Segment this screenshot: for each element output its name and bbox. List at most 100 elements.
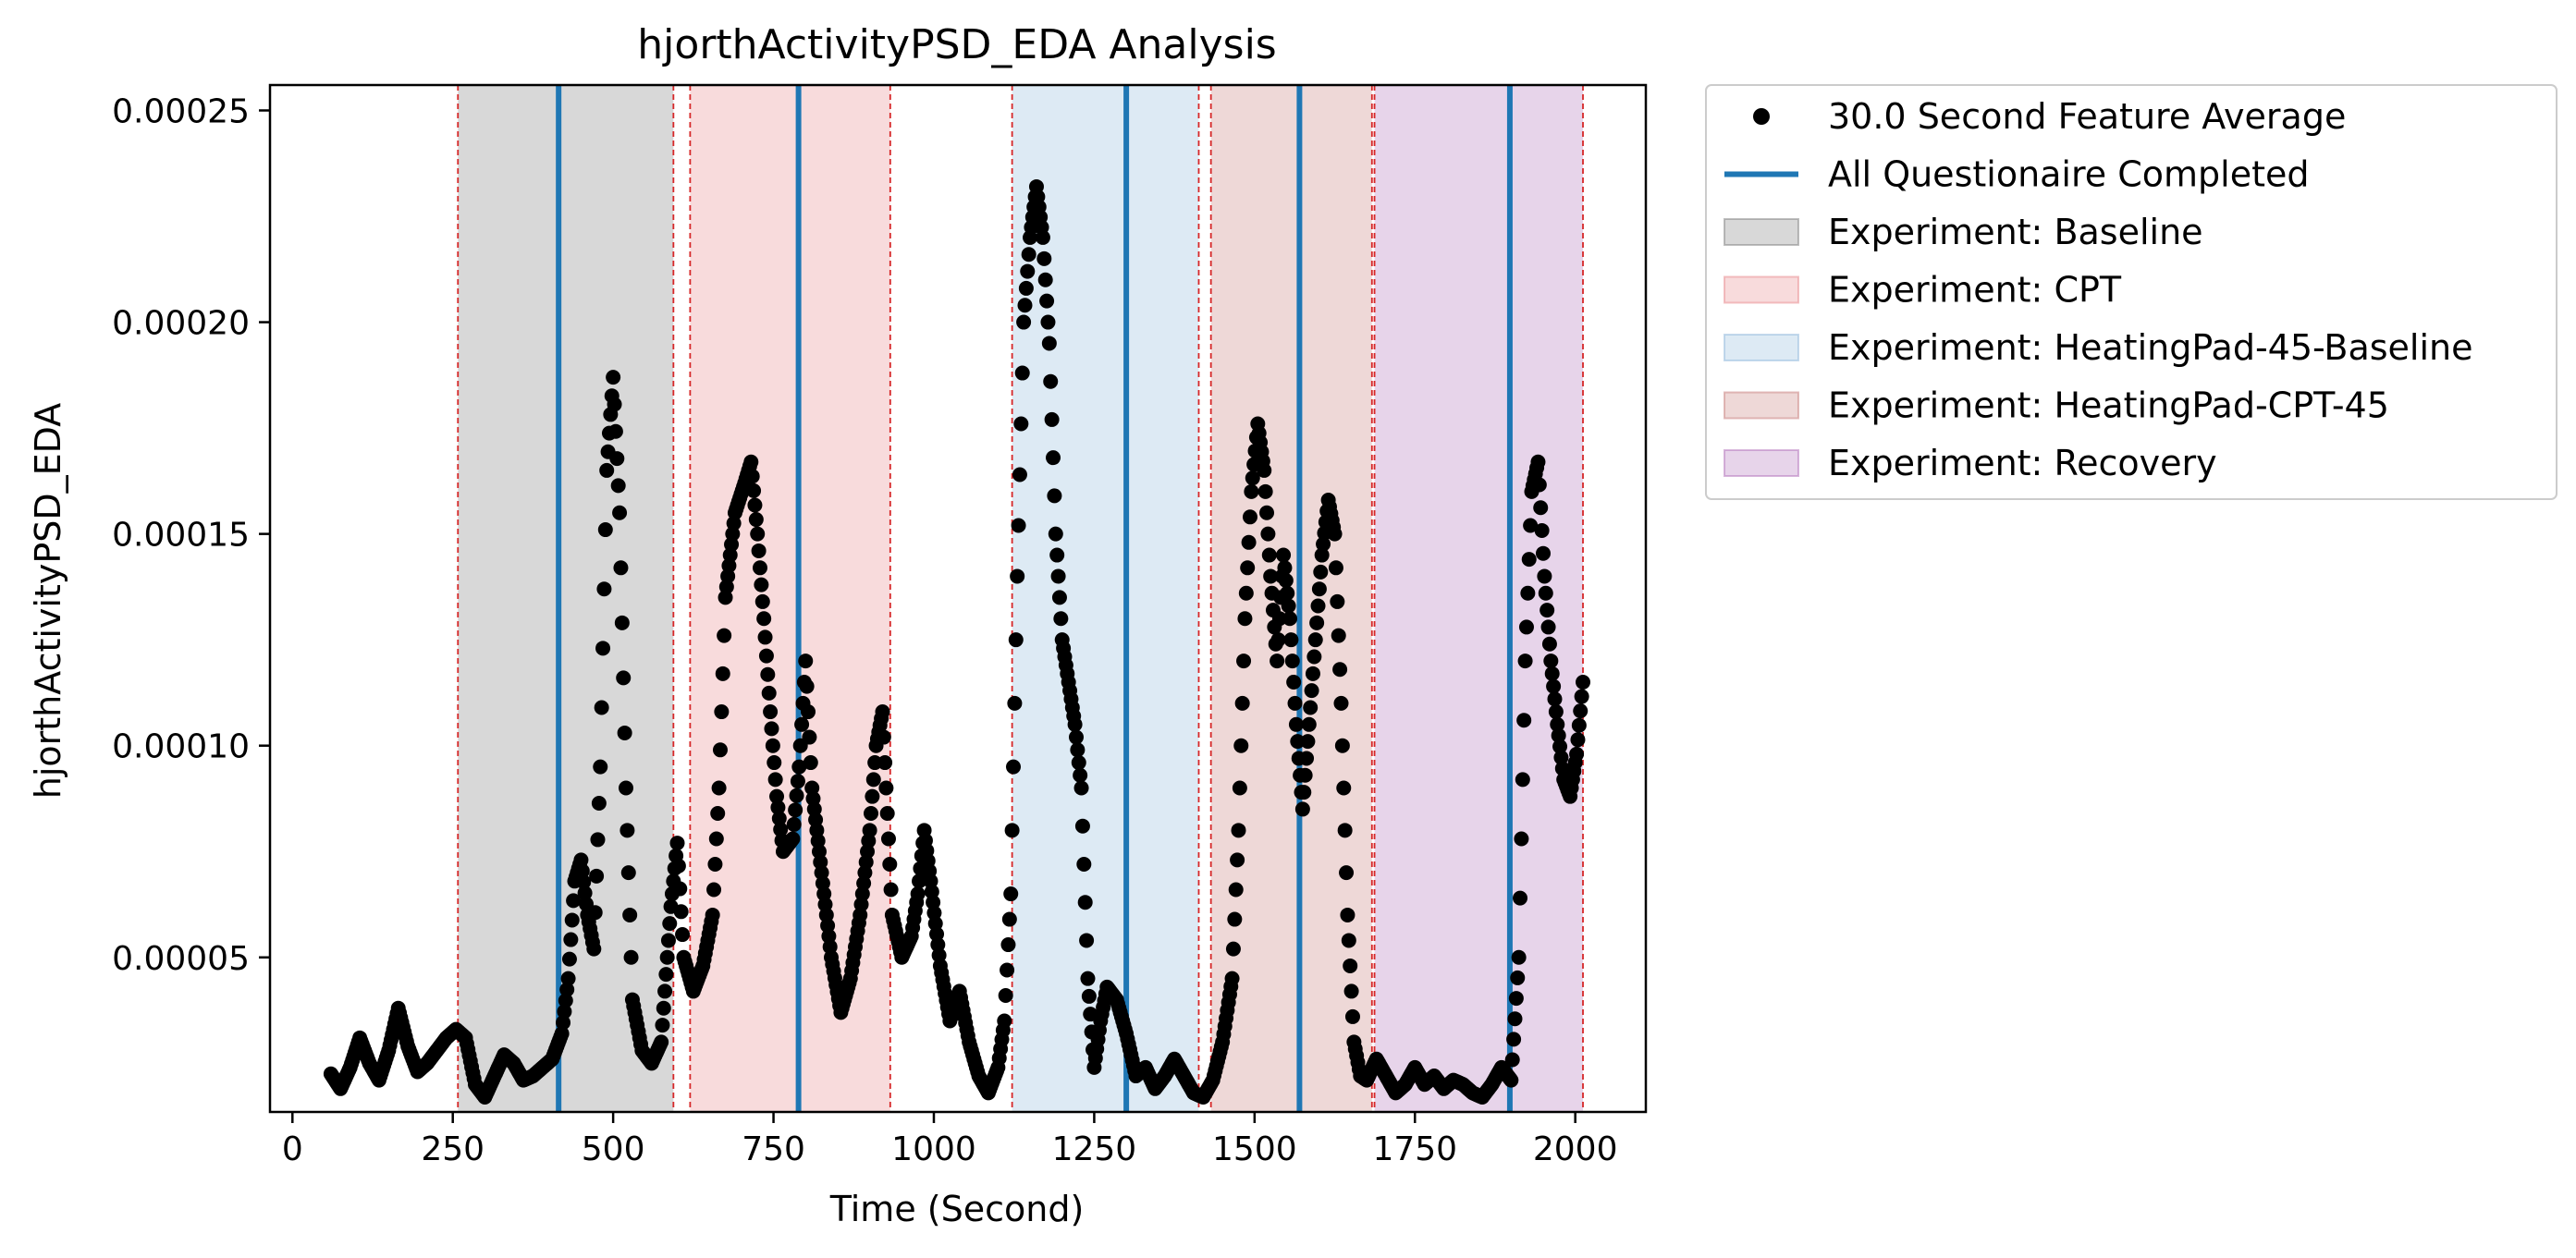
- data-point-277: [660, 933, 676, 948]
- data-point-348: [748, 512, 764, 528]
- data-point-741: [1233, 738, 1249, 753]
- data-point-982: [1533, 500, 1549, 516]
- data-point-198: [561, 951, 577, 967]
- data-point-344: [743, 454, 759, 470]
- data-point-989: [1541, 636, 1557, 652]
- data-point-616: [1081, 988, 1097, 1004]
- x-tick-label-3: 750: [742, 1130, 805, 1168]
- legend-frame: [1705, 84, 2558, 500]
- data-point-565: [1016, 314, 1032, 330]
- data-point-360: [764, 721, 779, 737]
- data-point-588: [1046, 450, 1061, 466]
- data-point-587: [1044, 411, 1060, 427]
- data-point-983: [1534, 522, 1550, 538]
- data-point-560: [1010, 568, 1025, 584]
- x-tick-label-5: 1250: [1052, 1130, 1137, 1168]
- data-point-612: [1076, 856, 1092, 872]
- data-point-377: [785, 831, 801, 847]
- data-point-455: [880, 831, 896, 847]
- data-point-593: [1051, 590, 1067, 605]
- data-point-285: [670, 858, 686, 873]
- data-point-801: [1310, 598, 1326, 614]
- data-point-357: [760, 666, 776, 682]
- data-point-744: [1237, 611, 1253, 627]
- legend-patch-6: [1723, 449, 1799, 477]
- data-point-232: [606, 370, 621, 385]
- data-point-227: [599, 462, 615, 478]
- data-point-319: [712, 742, 728, 758]
- data-point-611: [1074, 818, 1090, 834]
- data-point-380: [789, 788, 804, 803]
- data-point-818: [1332, 662, 1348, 678]
- y-tick-label-4: 0.00025: [112, 92, 250, 130]
- data-point-610: [1073, 780, 1089, 796]
- data-point-736: [1227, 911, 1243, 927]
- data-point-795: [1303, 700, 1319, 715]
- data-point-557: [1006, 759, 1022, 775]
- data-point-734: [1224, 971, 1240, 986]
- legend-patch-3: [1723, 275, 1799, 304]
- data-point-223: [594, 700, 609, 715]
- data-point-452: [877, 755, 893, 771]
- data-point-218: [587, 905, 603, 921]
- data-point-584: [1040, 314, 1056, 330]
- data-point-585: [1041, 336, 1057, 351]
- data-point-456: [882, 856, 898, 872]
- x-tick-label-2: 500: [582, 1130, 645, 1168]
- data-point-961: [1506, 1032, 1522, 1047]
- data-point-972: [1520, 585, 1536, 601]
- data-point-770: [1270, 632, 1286, 648]
- data-point-966: [1513, 890, 1528, 906]
- data-point-284: [669, 836, 685, 851]
- data-point-391: [803, 755, 818, 771]
- data-point-827: [1343, 983, 1359, 999]
- questionnaire-lines: [556, 85, 1513, 1112]
- data-point-554: [1001, 911, 1017, 927]
- data-point-814: [1327, 526, 1343, 542]
- data-point-236: [610, 478, 626, 494]
- data-point-440: [862, 823, 877, 838]
- data-point-805: [1316, 536, 1331, 552]
- data-point-217: [586, 941, 602, 957]
- data-point-441: [864, 806, 879, 822]
- data-point-389: [801, 704, 816, 720]
- data-point-743: [1236, 653, 1252, 669]
- plot-frame: [268, 83, 1648, 1114]
- data-point-737: [1228, 882, 1244, 898]
- data-point-592: [1050, 568, 1066, 584]
- data-point-239: [614, 615, 630, 630]
- data-point-1011: [1570, 732, 1586, 748]
- x-tick-label-6: 1500: [1212, 1130, 1297, 1168]
- data-point-278: [662, 916, 678, 932]
- data-point-320: [714, 704, 730, 720]
- data-point-442: [865, 788, 880, 804]
- data-point-567: [1018, 280, 1034, 296]
- data-point-816: [1330, 593, 1345, 609]
- data-point-564: [1014, 365, 1030, 381]
- data-point-315: [707, 856, 723, 872]
- data-point-771: [1271, 611, 1287, 627]
- data-point-271: [654, 1034, 669, 1050]
- data-point-1010: [1569, 746, 1585, 762]
- data-point-233: [607, 397, 622, 412]
- data-point-246: [623, 949, 639, 965]
- data-point-197: [560, 971, 576, 986]
- data-point-817: [1331, 628, 1346, 643]
- data-point-993: [1547, 691, 1563, 707]
- data-point-362: [767, 755, 782, 771]
- data-point-453: [878, 780, 894, 796]
- data-point-609: [1073, 767, 1088, 783]
- data-point-775: [1277, 560, 1293, 576]
- data-point-1015: [1576, 674, 1591, 690]
- data-point-973: [1521, 552, 1537, 568]
- data-point-221: [591, 796, 607, 812]
- data-point-804: [1314, 547, 1330, 563]
- data-point-590: [1048, 526, 1063, 542]
- data-point-749: [1244, 483, 1259, 499]
- data-point-779: [1282, 611, 1297, 627]
- y-tick-label-1: 0.00010: [112, 728, 250, 766]
- data-point-316: [708, 831, 724, 847]
- data-point-802: [1311, 581, 1327, 597]
- data-point-244: [620, 865, 636, 881]
- data-point-761: [1259, 505, 1275, 520]
